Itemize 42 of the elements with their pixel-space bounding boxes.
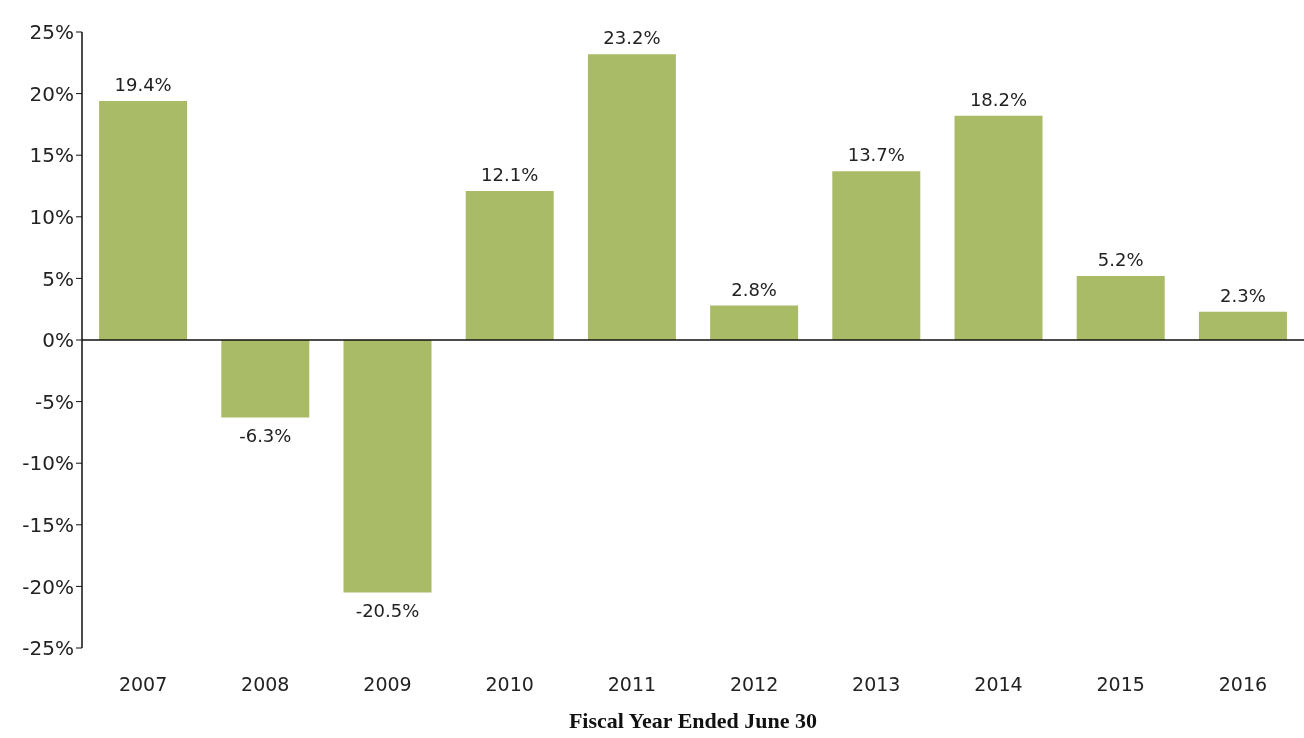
bar (710, 305, 799, 340)
y-tick-label: 20% (29, 81, 74, 106)
y-tick-label: 0% (42, 328, 74, 353)
x-tick-label: 2007 (118, 673, 168, 696)
data-label: 19.4% (114, 73, 172, 95)
y-tick-label: 25% (29, 20, 74, 45)
bar (99, 100, 188, 340)
x-tick-label: 2016 (1218, 673, 1268, 696)
x-tick-label: 2010 (485, 673, 534, 696)
data-label: 23.2% (603, 27, 661, 49)
bar (343, 340, 432, 593)
data-label: 5.2% (1097, 248, 1144, 270)
bar (221, 340, 310, 418)
x-axis-title: Fiscal Year Ended June 30 (568, 708, 818, 733)
y-tick-label: 15% (29, 143, 74, 168)
y-tick-label: -15% (22, 512, 74, 537)
bar (954, 115, 1043, 340)
y-tick-label: -5% (35, 389, 74, 414)
data-label: -20.5% (355, 599, 420, 621)
bar (465, 190, 554, 340)
bar (1076, 275, 1165, 340)
x-tick-label: 2009 (363, 673, 412, 696)
x-tick-label: 2015 (1096, 673, 1145, 696)
data-label: 2.3% (1220, 284, 1266, 306)
data-label: 2.8% (731, 278, 777, 300)
data-label: -6.3% (239, 424, 292, 446)
bar (1198, 311, 1287, 340)
y-tick-label: -20% (22, 574, 74, 599)
y-tick-label: 10% (29, 204, 74, 229)
bar (832, 171, 921, 340)
data-label: 12.1% (481, 163, 539, 185)
y-tick-label: -10% (22, 451, 74, 476)
x-tick-label: 2008 (241, 673, 290, 696)
data-label: 13.7% (847, 144, 905, 166)
x-tick-label: 2013 (852, 673, 901, 696)
data-label: 18.2% (969, 88, 1028, 110)
y-tick-label: -25% (22, 636, 74, 661)
bar (587, 54, 676, 340)
y-tick-label: 5% (42, 266, 74, 291)
x-tick-label: 2014 (974, 673, 1023, 696)
x-tick-label: 2011 (607, 673, 657, 696)
x-tick-label: 2012 (729, 673, 779, 696)
